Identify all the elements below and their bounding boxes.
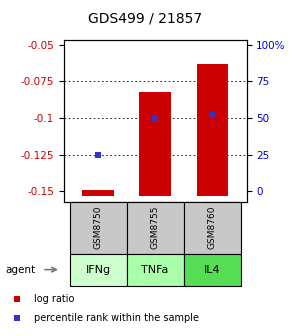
- Text: agent: agent: [6, 265, 36, 275]
- Bar: [184, 254, 241, 286]
- Bar: [82, 190, 114, 196]
- Text: log ratio: log ratio: [34, 294, 74, 304]
- Bar: [184, 202, 241, 254]
- Bar: [127, 254, 184, 286]
- Text: GSM8755: GSM8755: [151, 206, 160, 249]
- Bar: [70, 254, 127, 286]
- Bar: [197, 64, 228, 196]
- Text: GSM8760: GSM8760: [208, 206, 217, 249]
- Text: IL4: IL4: [204, 265, 221, 275]
- Text: percentile rank within the sample: percentile rank within the sample: [34, 312, 199, 323]
- Bar: [127, 202, 184, 254]
- Text: TNFa: TNFa: [142, 265, 169, 275]
- Text: GSM8750: GSM8750: [94, 206, 103, 249]
- Bar: [70, 202, 127, 254]
- Bar: [139, 92, 171, 196]
- Text: GDS499 / 21857: GDS499 / 21857: [88, 11, 202, 25]
- Text: IFNg: IFNg: [86, 265, 110, 275]
